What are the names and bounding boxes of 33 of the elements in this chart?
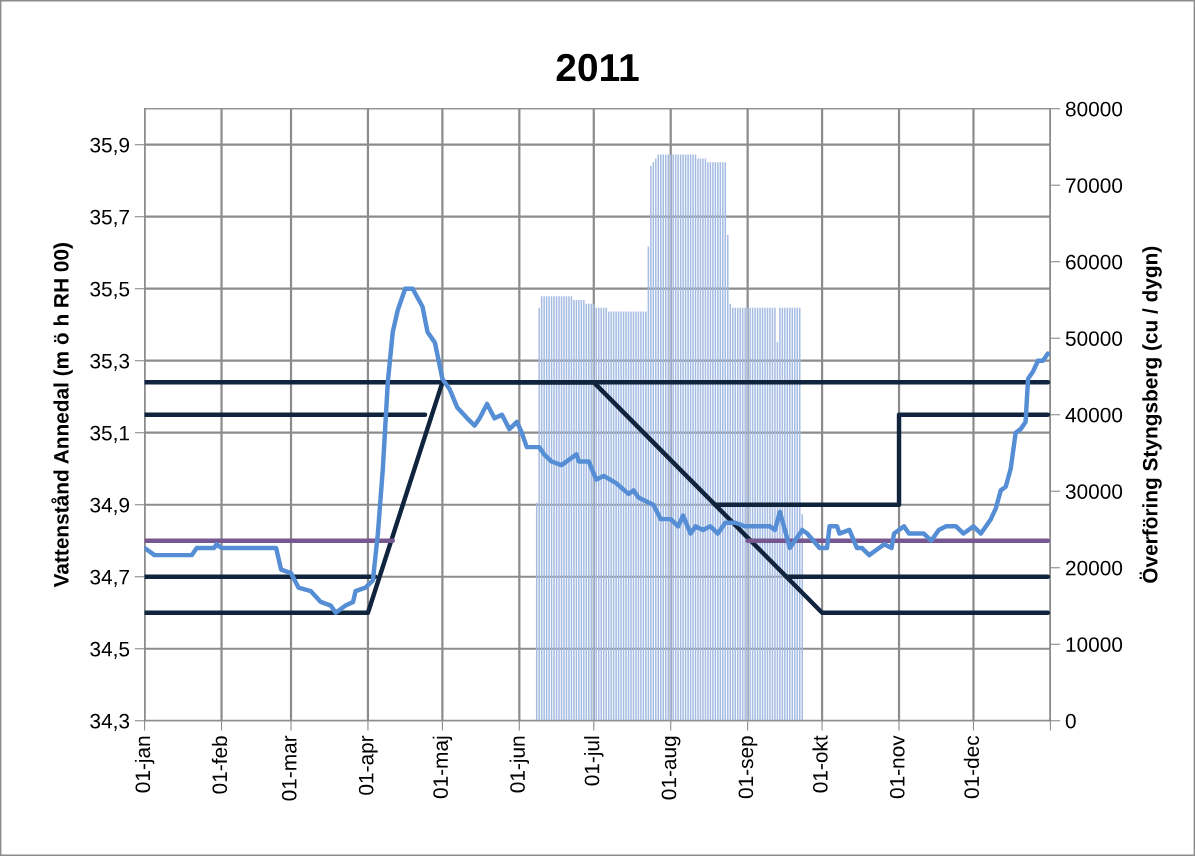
y2-tick-label: 30000 (1065, 484, 1123, 499)
x-tick-label: 01-apr (358, 735, 378, 795)
y2-tick-label: 70000 (1066, 178, 1123, 193)
x-tick-label: 01-dec (963, 735, 980, 799)
y2-tick-label: 10000 (1066, 637, 1123, 652)
y2-axis-title: Överföring Styngsberg (cu / dygn) (1139, 246, 1162, 583)
y-tick-label: 35,7 (90, 209, 129, 227)
y2-tick-label: 0 (1065, 713, 1076, 729)
y2-tick-label: 60000 (1066, 254, 1123, 270)
y-tick-label: 35,1 (90, 425, 129, 443)
y-tick-label: 35,3 (90, 353, 130, 371)
x-tick-label: 01-nov (889, 735, 905, 799)
y-tick-label: 34,3 (90, 713, 130, 731)
x-tick-label: 01-jan (134, 736, 155, 793)
y-tick-label: 35,9 (90, 137, 130, 155)
y-tick-label: 35,5 (90, 281, 130, 299)
y-tick-label: 34,5 (90, 641, 130, 659)
y2-tick-label: 20000 (1066, 560, 1123, 576)
x-tick-label: 01-okt (812, 735, 828, 793)
x-tick-label: 01-sep (738, 736, 758, 799)
x-tick-label: 01-jun (509, 736, 530, 793)
chart-title: 2011 (556, 53, 639, 82)
y-tick-label: 34,9 (90, 497, 130, 515)
y2-tick-label: 40000 (1065, 407, 1123, 423)
y-tick-label: 34,7 (90, 569, 129, 587)
x-tick-label: 01-jul (584, 736, 604, 786)
x-tick-label: 01-mar (281, 735, 297, 801)
x-tick-label: 01-feb (211, 736, 228, 794)
x-tick-label: 01-maj (432, 736, 453, 799)
y-axis-title: Vattenstånd Annedal (m ö h RH 00) (51, 243, 73, 588)
y2-tick-label: 80000 (1065, 101, 1123, 117)
y2-tick-label: 50000 (1065, 331, 1123, 346)
x-tick-label: 01-aug (661, 736, 681, 800)
